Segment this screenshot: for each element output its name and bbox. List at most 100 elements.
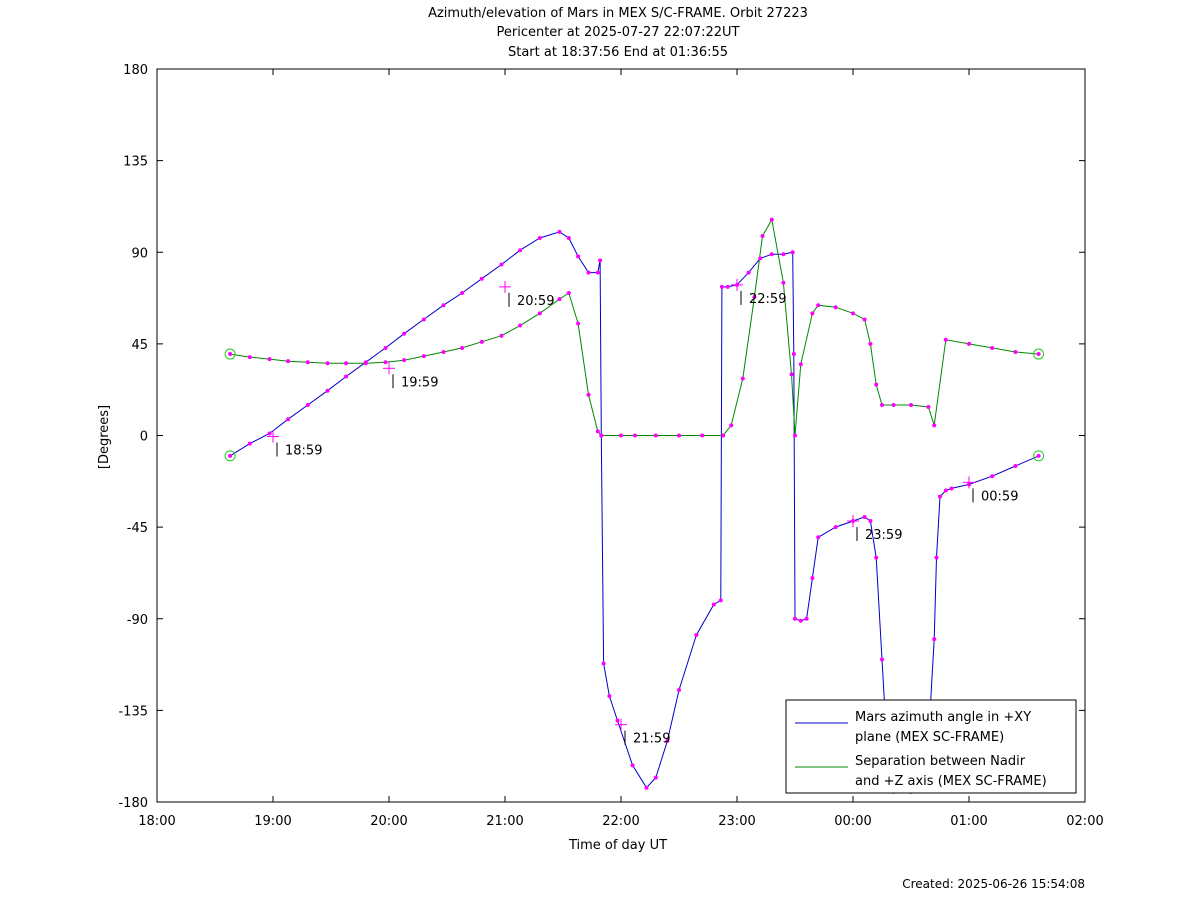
legend-label-separation-2: and +Z axis (MEX SC-FRAME) bbox=[855, 774, 1047, 789]
legend-box bbox=[785, 699, 1077, 794]
data-point bbox=[595, 270, 600, 275]
data-point bbox=[781, 280, 786, 285]
data-point bbox=[344, 361, 349, 366]
data-point bbox=[615, 718, 620, 723]
data-point bbox=[325, 361, 330, 366]
data-point bbox=[566, 290, 571, 295]
data-point bbox=[932, 423, 937, 428]
endpoint-marker bbox=[1033, 450, 1045, 462]
y-tick-label: -90 bbox=[127, 613, 148, 628]
data-point bbox=[499, 333, 504, 338]
x-tick-label: 19:00 bbox=[254, 814, 291, 829]
data-point bbox=[789, 372, 794, 377]
x-tick-label: 02:00 bbox=[1066, 814, 1103, 829]
x-axis-label: Time of day UT bbox=[568, 838, 667, 853]
data-point bbox=[460, 345, 465, 350]
data-point bbox=[833, 525, 838, 530]
data-point bbox=[402, 358, 407, 363]
data-point bbox=[851, 311, 855, 316]
data-point bbox=[804, 616, 809, 621]
data-point bbox=[891, 402, 896, 407]
data-point bbox=[1013, 464, 1018, 469]
y-axis: 180 135 90 45 0 -45 -90 -135 -180 bbox=[118, 63, 1085, 811]
data-point bbox=[267, 431, 272, 436]
data-point bbox=[677, 688, 681, 693]
hour-label: 19:59 bbox=[401, 375, 438, 390]
data-point bbox=[868, 519, 873, 524]
data-point bbox=[862, 514, 867, 519]
data-point bbox=[932, 637, 937, 642]
data-point bbox=[305, 360, 310, 365]
data-point bbox=[816, 303, 821, 308]
data-point bbox=[769, 217, 774, 222]
data-point bbox=[557, 297, 562, 302]
data-point bbox=[363, 361, 368, 366]
data-point bbox=[305, 402, 310, 407]
data-point bbox=[700, 433, 705, 438]
chart-title: Azimuth/elevation of Mars in MEX S/C-FRA… bbox=[428, 6, 808, 60]
data-point bbox=[325, 388, 330, 393]
data-point bbox=[880, 657, 884, 662]
chart-title-line-3: Start at 18:37:56 End at 01:36:55 bbox=[508, 45, 728, 60]
hour-label: 23:59 bbox=[865, 528, 902, 543]
data-point bbox=[810, 576, 815, 581]
legend-label-azimuth-2: plane (MEX SC-FRAME) bbox=[855, 730, 1004, 745]
data-point bbox=[943, 337, 948, 342]
data-point bbox=[949, 486, 954, 491]
data-point bbox=[752, 295, 757, 300]
y-tick-label: -135 bbox=[118, 704, 148, 719]
data-point bbox=[665, 738, 670, 743]
data-point bbox=[421, 317, 426, 322]
hour-label: 18:59 bbox=[285, 444, 322, 459]
x-tick-label: 20:00 bbox=[370, 814, 407, 829]
data-point bbox=[576, 254, 581, 259]
data-point bbox=[599, 433, 604, 438]
data-point bbox=[247, 441, 252, 446]
x-tick-label: 18:00 bbox=[138, 814, 175, 829]
y-tick-label: 0 bbox=[140, 430, 148, 445]
data-point bbox=[833, 305, 838, 310]
data-point bbox=[537, 235, 542, 240]
data-point bbox=[441, 303, 446, 308]
data-point bbox=[810, 311, 815, 316]
data-point bbox=[791, 352, 796, 357]
data-point bbox=[990, 474, 995, 479]
data-point bbox=[746, 270, 751, 275]
data-point bbox=[441, 350, 446, 355]
data-point bbox=[632, 433, 637, 438]
data-point bbox=[790, 250, 795, 255]
data-point bbox=[344, 374, 349, 379]
data-point bbox=[383, 360, 388, 365]
data-point bbox=[721, 433, 726, 438]
data-point bbox=[793, 433, 797, 438]
data-point bbox=[479, 276, 484, 281]
data-point bbox=[943, 488, 948, 493]
endpoint-marker bbox=[224, 450, 236, 462]
y-tick-label: -180 bbox=[118, 796, 148, 811]
y-tick-label: 90 bbox=[131, 246, 148, 261]
data-point bbox=[557, 229, 562, 234]
data-point bbox=[934, 555, 939, 560]
x-tick-label: 22:00 bbox=[602, 814, 639, 829]
legend-label-separation-1: Separation between Nadir bbox=[855, 754, 1026, 769]
data-point bbox=[586, 392, 591, 397]
y-tick-label: 45 bbox=[131, 338, 148, 353]
series-line-1 bbox=[230, 218, 1039, 436]
x-tick-label: 00:00 bbox=[834, 814, 871, 829]
data-point bbox=[758, 256, 763, 261]
data-point bbox=[595, 429, 600, 434]
x-tick-label: 21:00 bbox=[486, 814, 523, 829]
data-point bbox=[909, 402, 913, 407]
data-point bbox=[653, 775, 658, 780]
endpoint-marker bbox=[1033, 348, 1045, 360]
chart-title-line-1: Azimuth/elevation of Mars in MEX S/C-FRA… bbox=[428, 6, 808, 21]
data-point bbox=[499, 262, 504, 267]
data-point bbox=[694, 633, 699, 638]
data-point bbox=[967, 341, 971, 346]
x-tick-label: 23:00 bbox=[718, 814, 755, 829]
data-point bbox=[653, 433, 658, 438]
data-point bbox=[990, 345, 995, 350]
data-point bbox=[518, 323, 523, 328]
data-point bbox=[740, 376, 745, 381]
